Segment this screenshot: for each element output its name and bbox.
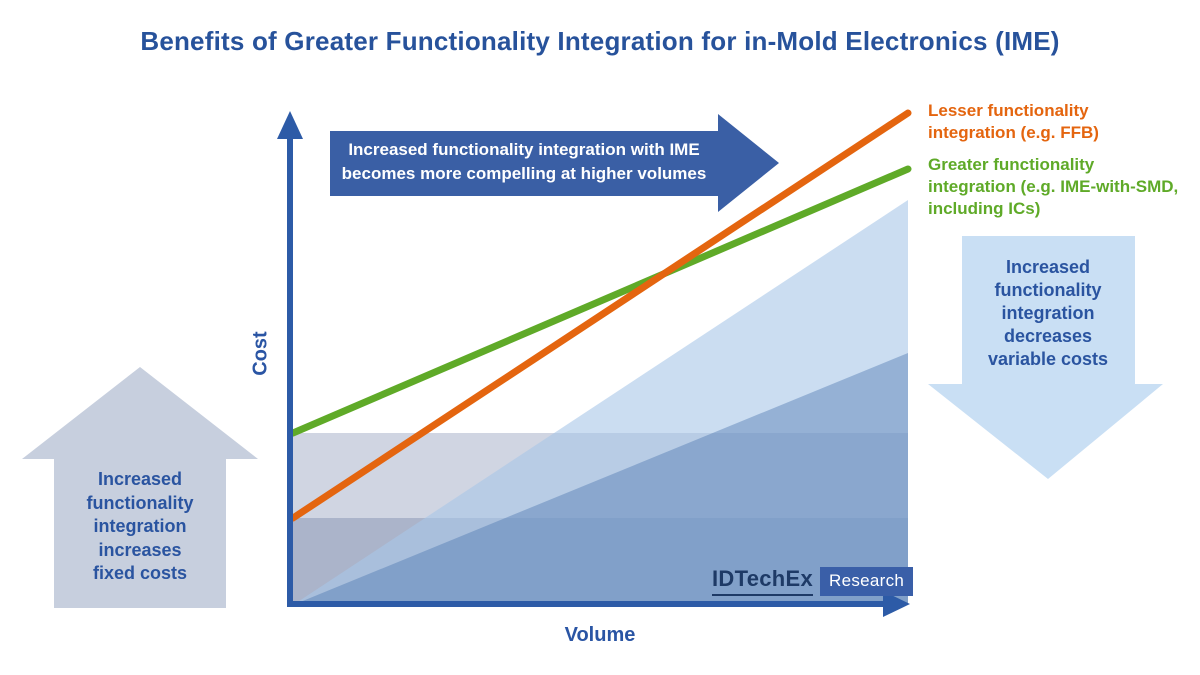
left-arrow-line-4: increases <box>98 539 182 560</box>
legend-lesser-integration: Lesser functionality integration (e.g. F… <box>928 100 1198 144</box>
variable-costs-annotation: Increased functionality integration decr… <box>958 256 1138 371</box>
page-title: Benefits of Greater Functionality Integr… <box>140 26 1060 56</box>
banner-annotation: Increased functionality integration with… <box>336 138 712 186</box>
left-arrow-line-1: Increased <box>97 469 183 489</box>
variable-cost-wedge-greater <box>293 353 908 605</box>
lesser-integration-line <box>289 109 912 522</box>
y-axis-arrowhead-icon <box>277 111 303 139</box>
right-arrow-line-2: functionality <box>994 280 1102 300</box>
banner-line-1: Increased functionality integration with… <box>348 140 700 159</box>
x-axis-arrowhead-icon <box>883 591 910 617</box>
idtechex-logo: IDTechEx Research <box>712 566 914 596</box>
logo-suffix-badge: Research <box>820 566 914 596</box>
legend-greater-line-1: Greater functionality <box>928 155 1095 174</box>
greater-integration-line <box>289 165 912 437</box>
legend-greater-line-2: integration (e.g. IME-with-SMD, <box>928 177 1179 196</box>
up-arrow-icon <box>22 367 258 608</box>
variable-cost-wedge-lesser <box>293 200 908 605</box>
left-arrow-line-5: fixed costs <box>92 563 188 583</box>
left-arrow-line-3: integration <box>93 516 187 536</box>
fixed-costs-annotation: Increased functionality integration incr… <box>55 468 225 586</box>
down-arrow-icon <box>928 236 1163 479</box>
y-axis-label: Cost <box>249 331 272 376</box>
banner-arrow-icon <box>330 114 779 212</box>
right-arrow-line-1: Increased <box>1005 257 1091 277</box>
banner-line-2: becomes more compelling at higher volume… <box>341 164 707 183</box>
legend-greater-integration: Greater functionality integration (e.g. … <box>928 154 1200 220</box>
legend-lesser-line-2: integration (e.g. FFB) <box>928 123 1099 142</box>
right-arrow-line-5: variable costs <box>987 349 1109 369</box>
legend-lesser-line-1: Lesser functionality <box>928 101 1089 120</box>
logo-brand-text: IDTechEx <box>712 566 814 596</box>
left-arrow-line-2: functionality <box>86 492 194 513</box>
right-arrow-line-3: integration <box>1001 303 1095 323</box>
legend-greater-line-3: including ICs) <box>928 199 1041 218</box>
right-arrow-line-4: decreases <box>1003 326 1093 346</box>
x-axis-label: Volume <box>564 624 636 646</box>
